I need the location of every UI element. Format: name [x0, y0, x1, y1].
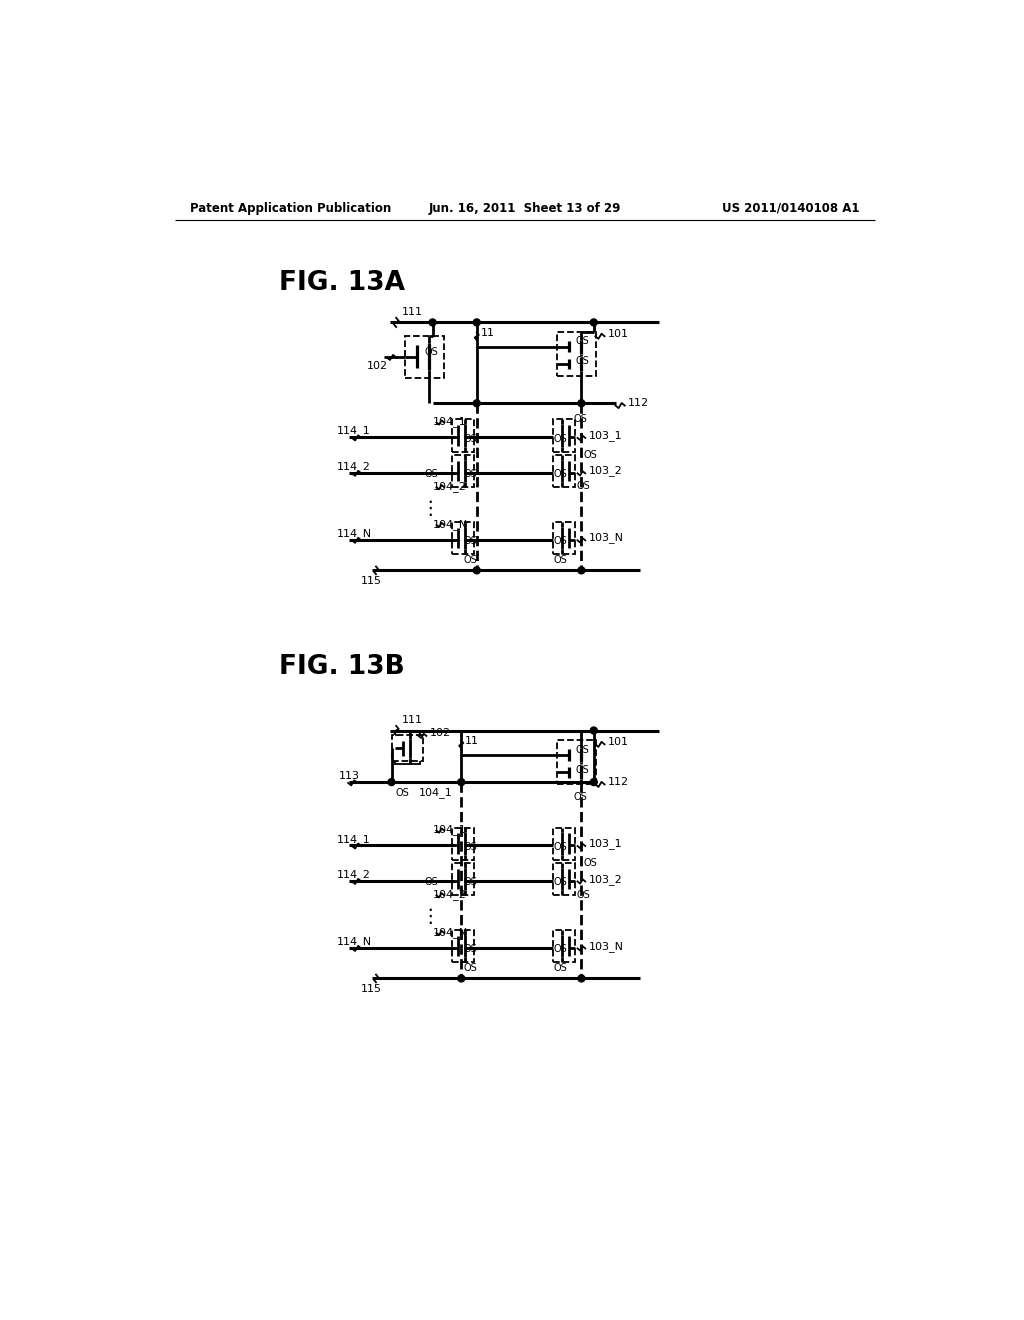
Text: 104_1: 104_1: [419, 788, 453, 799]
Circle shape: [429, 319, 436, 326]
Text: 11: 11: [465, 737, 479, 746]
Text: US 2011/0140108 A1: US 2011/0140108 A1: [722, 202, 859, 215]
Text: 114_1: 114_1: [337, 425, 371, 437]
Text: 114_1: 114_1: [337, 834, 371, 845]
Text: OS: OS: [554, 964, 567, 973]
Text: 103_N: 103_N: [589, 941, 624, 952]
Text: OS: OS: [554, 469, 567, 479]
Text: 115: 115: [360, 985, 382, 994]
Text: 104_1: 104_1: [432, 416, 466, 428]
Text: OS: OS: [573, 792, 588, 803]
Text: 104_2: 104_2: [432, 890, 467, 900]
Text: 103_2: 103_2: [589, 874, 623, 884]
Text: ⋮: ⋮: [421, 907, 440, 927]
Text: OS: OS: [424, 347, 438, 356]
Text: OS: OS: [575, 355, 590, 366]
Text: OS: OS: [464, 434, 477, 444]
Bar: [554, 929, 575, 962]
Text: OS: OS: [554, 536, 567, 546]
Circle shape: [578, 975, 585, 982]
Bar: [452, 863, 474, 895]
Text: OS: OS: [554, 842, 567, 851]
Bar: [452, 420, 474, 451]
Text: 103_1: 103_1: [589, 838, 623, 849]
Bar: [554, 455, 575, 487]
Text: 11: 11: [480, 329, 495, 338]
Text: 111: 111: [401, 714, 423, 725]
Circle shape: [473, 400, 480, 407]
Text: 103_1: 103_1: [589, 430, 623, 441]
Text: OS: OS: [575, 744, 590, 755]
Text: OS: OS: [577, 482, 591, 491]
Text: OS: OS: [584, 858, 597, 869]
Text: 114_N: 114_N: [337, 936, 373, 946]
Text: OS: OS: [575, 766, 590, 775]
Circle shape: [590, 779, 597, 785]
Circle shape: [473, 566, 480, 574]
Circle shape: [458, 779, 465, 785]
Text: OS: OS: [464, 536, 477, 546]
Text: OS: OS: [573, 413, 588, 424]
Circle shape: [578, 400, 585, 407]
Text: FIG. 13A: FIG. 13A: [280, 271, 406, 296]
Bar: [452, 929, 474, 962]
Bar: [395, 733, 420, 764]
Text: OS: OS: [424, 878, 438, 887]
Text: OS: OS: [464, 878, 477, 887]
Text: 102: 102: [367, 360, 388, 371]
Text: 114_2: 114_2: [337, 461, 371, 471]
Text: 103_N: 103_N: [589, 532, 624, 544]
Bar: [406, 335, 444, 378]
Text: 103_2: 103_2: [589, 466, 623, 477]
Circle shape: [590, 319, 597, 326]
Bar: [554, 420, 575, 451]
Circle shape: [388, 779, 395, 785]
Text: 111: 111: [401, 306, 423, 317]
Text: OS: OS: [554, 878, 567, 887]
Text: 104_N: 104_N: [432, 519, 468, 529]
Text: 102: 102: [429, 727, 451, 738]
Circle shape: [473, 319, 480, 326]
Text: OS: OS: [464, 964, 477, 973]
Text: OS: OS: [584, 450, 597, 459]
Text: Patent Application Publication: Patent Application Publication: [190, 202, 391, 215]
Text: 114_2: 114_2: [337, 869, 371, 880]
Text: FIG. 13B: FIG. 13B: [280, 653, 404, 680]
Bar: [452, 828, 474, 859]
Text: OS: OS: [395, 788, 410, 797]
Text: OS: OS: [464, 944, 477, 954]
Bar: [392, 735, 423, 762]
Text: OS: OS: [464, 842, 477, 851]
Text: 101: 101: [607, 737, 629, 747]
Text: OS: OS: [554, 944, 567, 954]
Text: ⋮: ⋮: [421, 499, 440, 519]
Text: OS: OS: [424, 469, 438, 479]
Text: 101: 101: [607, 329, 629, 339]
Text: 115: 115: [360, 576, 382, 586]
Text: 104_1: 104_1: [432, 825, 466, 836]
Text: OS: OS: [464, 556, 477, 565]
Circle shape: [590, 727, 597, 734]
Bar: [554, 863, 575, 895]
Bar: [554, 521, 575, 554]
Text: OS: OS: [554, 556, 567, 565]
Text: OS: OS: [577, 890, 591, 899]
Text: 114_N: 114_N: [337, 528, 373, 539]
Text: 113: 113: [339, 771, 359, 781]
Text: 112: 112: [607, 777, 629, 787]
Text: 104_2: 104_2: [432, 480, 467, 492]
Bar: [554, 828, 575, 859]
Circle shape: [458, 975, 465, 982]
Bar: [452, 455, 474, 487]
Bar: [557, 739, 596, 784]
Text: 104_N: 104_N: [432, 927, 468, 937]
Text: Jun. 16, 2011  Sheet 13 of 29: Jun. 16, 2011 Sheet 13 of 29: [429, 202, 621, 215]
Text: OS: OS: [554, 434, 567, 444]
Bar: [452, 521, 474, 554]
Text: OS: OS: [575, 337, 590, 346]
Text: 112: 112: [628, 399, 649, 408]
Bar: [557, 331, 596, 376]
Circle shape: [578, 566, 585, 574]
Text: OS: OS: [464, 469, 477, 479]
